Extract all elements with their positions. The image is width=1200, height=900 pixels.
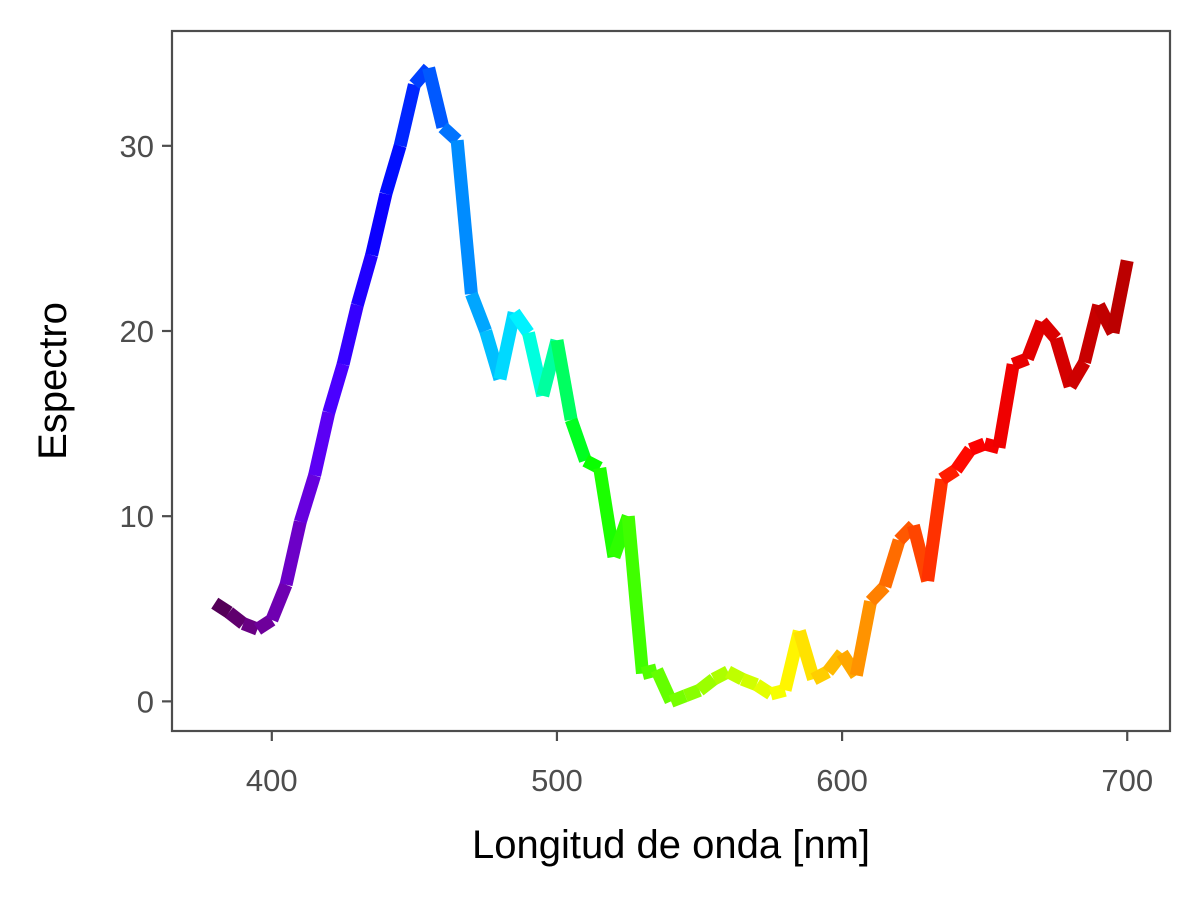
- x-tick-label: 600: [816, 763, 868, 798]
- spectrum-line-segment: [950, 445, 976, 474]
- panel-background: [172, 31, 1170, 731]
- spectrum-line-segment: [650, 667, 677, 705]
- spectrum-line-segment: [508, 308, 534, 337]
- spectrum-line-segment: [1064, 359, 1091, 390]
- spectrum-line-segment: [849, 600, 877, 677]
- spectrum-line-segment: [550, 339, 578, 422]
- spectrum-line-segment: [493, 311, 521, 381]
- x-tick-label: 700: [1101, 763, 1153, 798]
- spectrum-line-segment: [865, 582, 890, 606]
- spectrum-line-segment: [450, 139, 478, 295]
- spectrum-line-segment: [793, 629, 820, 681]
- spectrum-line-segment: [465, 291, 492, 334]
- y-tick-label: 0: [137, 684, 154, 719]
- spectrum-line-segment: [565, 417, 592, 463]
- spectrum-line-segment: [695, 674, 718, 696]
- spectrum-line-segment: [265, 582, 293, 623]
- spectrum-line-segment: [938, 464, 960, 485]
- spectrum-line-segment: [668, 689, 688, 708]
- spectrum-line-segment: [1106, 259, 1134, 335]
- y-tick-label: 30: [120, 129, 154, 164]
- spectrum-line-segment: [254, 614, 276, 635]
- spectrum-line-segment: [438, 122, 462, 146]
- spectrum-line-segment: [753, 679, 775, 700]
- series-layer: [211, 63, 1134, 708]
- spectrum-line-segment: [921, 478, 949, 582]
- spectrum-line-segment: [593, 467, 621, 558]
- spectrum-line-segment: [322, 362, 350, 415]
- y-tick-label: 10: [120, 499, 154, 534]
- spectrum-line-segment: [640, 663, 659, 680]
- spectrum-line-segment: [379, 143, 407, 196]
- spectrum-line-segment: [211, 597, 233, 618]
- spectrum-line-segment: [294, 473, 321, 524]
- spectrum-line-segment: [1036, 317, 1061, 343]
- spectrum-line-segment: [336, 303, 364, 366]
- spectrum-line-segment: [225, 607, 248, 629]
- y-axis: 0 10 20 30: [120, 129, 172, 719]
- spectrum-line-segment: [878, 538, 906, 589]
- spectrum-line-segment: [992, 363, 1020, 449]
- spectrum-line-segment: [968, 437, 988, 456]
- spectrum-line-segment: [582, 454, 603, 474]
- spectrum-line-segment: [393, 83, 421, 148]
- spectrum-line-segment: [351, 253, 378, 307]
- y-tick-label: 20: [120, 314, 154, 349]
- spectrum-line-segment: [240, 617, 260, 636]
- panel-border: [170, 29, 1172, 733]
- y-axis-title: Espectro: [31, 302, 75, 460]
- x-axis: 400 500 600 700: [246, 731, 1153, 798]
- x-tick-label: 500: [531, 763, 583, 798]
- spectrum-line-segment: [422, 66, 450, 129]
- spectrum-line-segment: [365, 192, 393, 257]
- spectrum-line-segment: [279, 520, 307, 587]
- spectrum-line-segment: [621, 515, 649, 675]
- spectrum-line-segment: [308, 411, 336, 477]
- spectrum-line-segment: [710, 665, 732, 685]
- x-axis-title: Longitud de onda [nm]: [472, 823, 870, 867]
- spectrum-line-segment: [682, 684, 702, 702]
- spectrum-line-segment: [1010, 352, 1030, 371]
- spectrum-line-segment: [810, 665, 831, 685]
- spectrum-line-segment: [725, 665, 746, 685]
- spectrum-line-segment: [739, 673, 759, 691]
- spectrum-line-segment: [769, 683, 787, 701]
- x-tick-label: 400: [246, 763, 298, 798]
